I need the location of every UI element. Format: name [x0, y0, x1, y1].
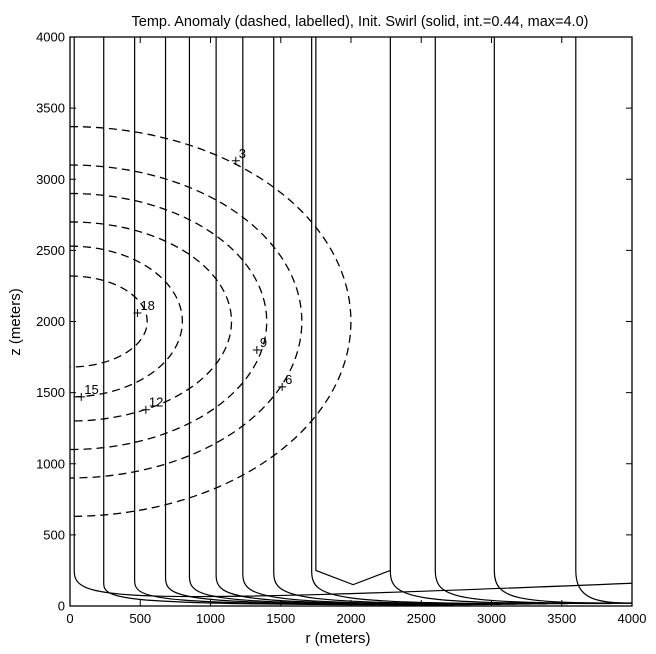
chart-title: Temp. Anomaly (dashed, labelled), Init. …: [132, 14, 589, 30]
temperature-contour-line: [69, 275, 148, 368]
y-tick-label: 2500: [36, 243, 65, 258]
y-tick-label: 1000: [36, 456, 65, 471]
temperature-contour-line: [69, 245, 184, 398]
swirl-contour-line: [73, 37, 633, 598]
contour-label: 9: [260, 335, 267, 350]
contour-label-marker: [77, 392, 86, 401]
contour-label-marker: [231, 156, 240, 165]
x-tick-label: 2000: [337, 611, 366, 626]
swirl-contour-line: [134, 37, 471, 606]
plot-frame: [69, 36, 633, 607]
temperature-contour-line: [69, 125, 352, 518]
contour-label: 3: [239, 146, 246, 161]
swirl-contour-line: [215, 37, 516, 605]
x-tick-label: 4000: [618, 611, 647, 626]
contour-label-marker: [278, 382, 287, 391]
contour-label: 12: [149, 395, 163, 410]
x-tick-label: 3000: [477, 611, 506, 626]
swirl-contour-v: [315, 37, 391, 586]
contour-label-marker: [252, 345, 261, 354]
y-axis-label: z (meters): [7, 288, 24, 356]
y-tick-label: 500: [43, 527, 65, 542]
swirl-contour-line: [575, 37, 633, 604]
y-tick-label: 1500: [36, 385, 65, 400]
x-tick-label: 2500: [407, 611, 436, 626]
swirl-contour-line: [493, 37, 633, 604]
swirl-contour-line: [188, 37, 501, 605]
x-axis-label: r (meters): [306, 630, 371, 647]
swirl-contour-line: [164, 37, 488, 606]
contour-label: 18: [140, 298, 154, 313]
swirl-contour-line: [242, 37, 531, 605]
y-tick-label: 0: [58, 599, 65, 614]
x-tick-label: 3500: [547, 611, 576, 626]
contour-label-marker: [133, 308, 142, 317]
swirl-contour-line: [434, 37, 633, 604]
x-tick-label: 1000: [196, 611, 225, 626]
contour-label: 15: [84, 382, 98, 397]
x-tick-label: 0: [66, 611, 73, 626]
y-tick-label: 2000: [36, 314, 65, 329]
swirl-contour-line: [389, 37, 612, 605]
swirl-contour-line: [103, 37, 454, 606]
y-tick-label: 4000: [36, 30, 65, 45]
swirl-contour-line: [273, 37, 548, 605]
axis-ticks: 0 500 1000 1500 2000 2500 3000 3500 4000 0 500 1000…: [36, 30, 646, 627]
contour-label-marker: [141, 405, 150, 414]
temperature-contour-line: [69, 164, 303, 479]
x-tick-label: 500: [129, 611, 151, 626]
swirl-contour-line: [311, 37, 569, 605]
temperature-contour-line: [69, 192, 268, 451]
x-tick-label: 1500: [266, 611, 295, 626]
contour-label: 6: [285, 372, 292, 387]
y-tick-label: 3500: [36, 101, 65, 116]
y-tick-label: 3000: [36, 172, 65, 187]
temperature-contours: 3 18 9 6 15 12: [69, 125, 352, 518]
plot-area: 3 18 9 6 15 12: [69, 36, 633, 607]
swirl-contours: [73, 37, 633, 606]
